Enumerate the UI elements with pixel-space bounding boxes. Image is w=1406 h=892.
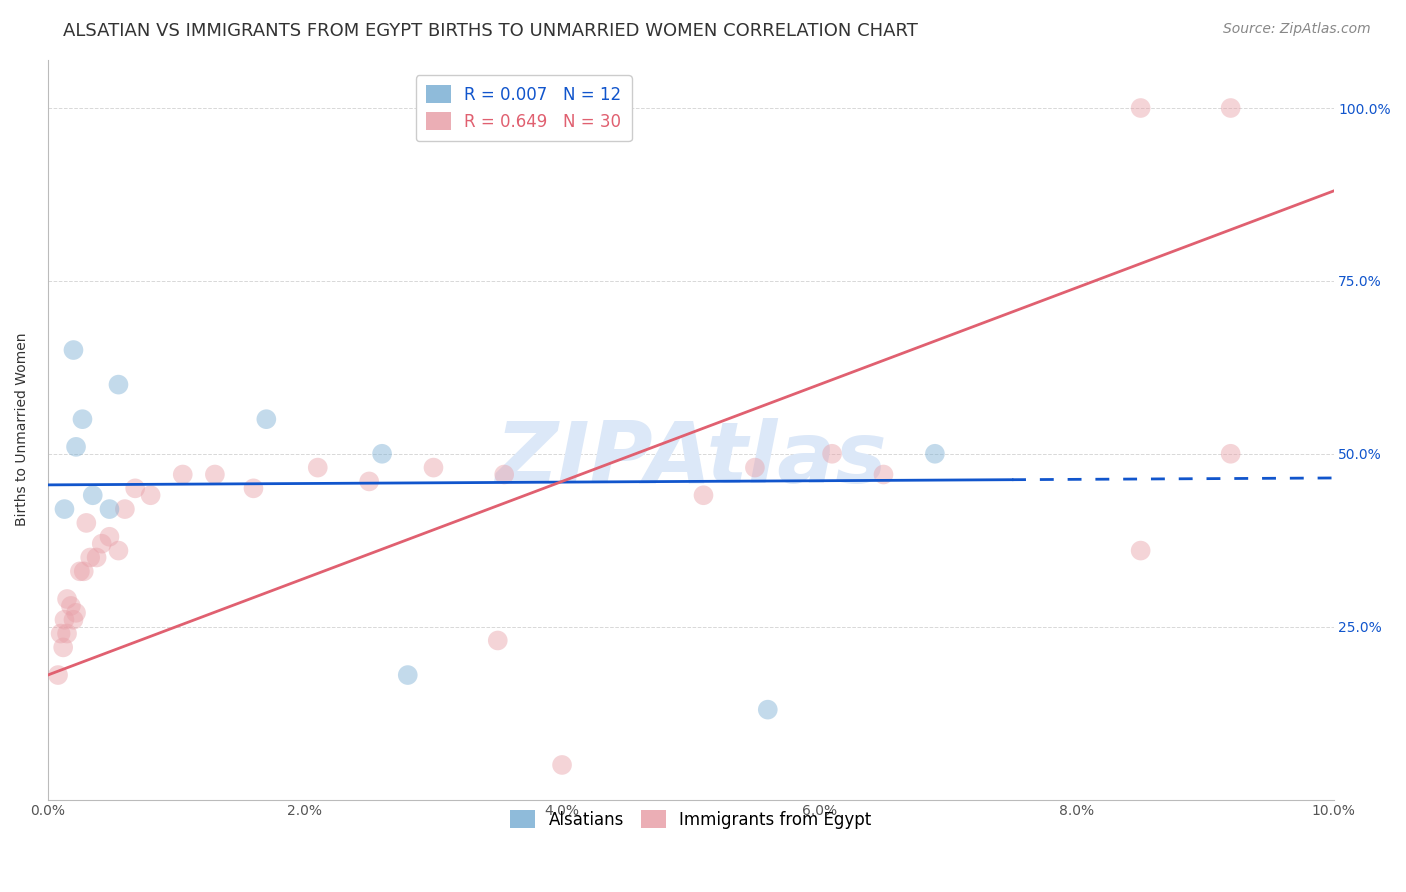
Point bbox=[90, 536, 112, 550]
Point bbox=[139, 488, 162, 502]
Y-axis label: Births to Unmarried Women: Births to Unmarried Women bbox=[15, 333, 30, 526]
Point bbox=[49, 626, 72, 640]
Text: ALSATIAN VS IMMIGRANTS FROM EGYPT BIRTHS TO UNMARRIED WOMEN CORRELATION CHART: ALSATIAN VS IMMIGRANTS FROM EGYPT BIRTHS… bbox=[63, 22, 918, 40]
Point bbox=[52, 640, 75, 655]
Point bbox=[65, 606, 87, 620]
Point bbox=[756, 703, 779, 717]
Point bbox=[744, 460, 766, 475]
Point bbox=[114, 502, 136, 516]
Legend: Alsatians, Immigrants from Egypt: Alsatians, Immigrants from Egypt bbox=[503, 804, 877, 836]
Point bbox=[872, 467, 894, 482]
Text: Source: ZipAtlas.com: Source: ZipAtlas.com bbox=[1223, 22, 1371, 37]
Point bbox=[98, 530, 121, 544]
Point bbox=[1129, 543, 1152, 558]
Point bbox=[65, 440, 87, 454]
Point bbox=[551, 758, 574, 772]
Point bbox=[53, 502, 76, 516]
Point bbox=[46, 668, 69, 682]
Point bbox=[72, 412, 94, 426]
Point bbox=[53, 613, 76, 627]
Point bbox=[396, 668, 419, 682]
Point bbox=[1219, 101, 1241, 115]
Point bbox=[56, 592, 79, 607]
Point bbox=[307, 460, 329, 475]
Point bbox=[204, 467, 226, 482]
Point bbox=[1129, 101, 1152, 115]
Point bbox=[107, 377, 129, 392]
Point bbox=[172, 467, 194, 482]
Point bbox=[79, 550, 101, 565]
Point bbox=[242, 481, 264, 495]
Point bbox=[371, 447, 394, 461]
Point bbox=[75, 516, 97, 530]
Text: ZIPAtlas: ZIPAtlas bbox=[495, 417, 886, 500]
Point bbox=[1219, 447, 1241, 461]
Point bbox=[56, 626, 79, 640]
Point bbox=[86, 550, 108, 565]
Point bbox=[924, 447, 946, 461]
Point bbox=[69, 564, 91, 578]
Point bbox=[422, 460, 444, 475]
Point bbox=[62, 613, 84, 627]
Point bbox=[59, 599, 82, 613]
Point bbox=[62, 343, 84, 357]
Point bbox=[98, 502, 121, 516]
Point bbox=[692, 488, 714, 502]
Point bbox=[254, 412, 277, 426]
Point bbox=[124, 481, 146, 495]
Point bbox=[494, 467, 516, 482]
Point bbox=[82, 488, 104, 502]
Point bbox=[429, 108, 451, 122]
Point bbox=[821, 447, 844, 461]
Point bbox=[486, 633, 509, 648]
Point bbox=[107, 543, 129, 558]
Point bbox=[73, 564, 96, 578]
Point bbox=[359, 475, 381, 489]
